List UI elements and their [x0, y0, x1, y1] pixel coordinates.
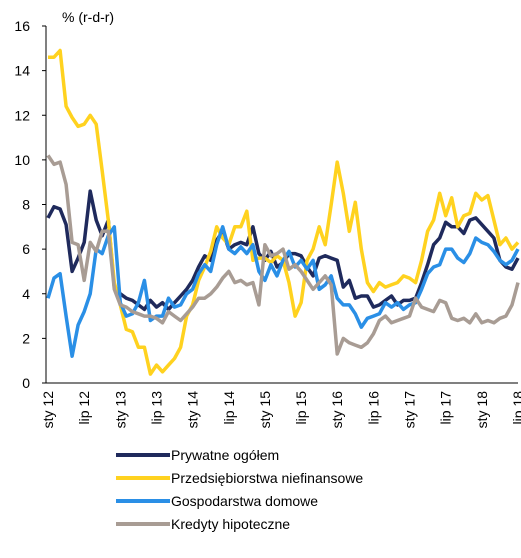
x-tick-label: lip 18 [510, 391, 521, 425]
legend-label: Kredyty hipoteczne [171, 516, 290, 532]
y-tick-label: 6 [22, 241, 30, 257]
y-tick-label: 14 [14, 63, 30, 79]
axis-annotation: % (r-d-r) [62, 9, 114, 25]
y-tick-label: 0 [22, 375, 30, 391]
x-tick-label: lip 13 [148, 391, 164, 425]
x-tick-label: lip 15 [293, 391, 309, 425]
y-tick-label: 16 [14, 18, 30, 34]
x-tick-label: sty 12 [40, 391, 56, 429]
x-tick-label: sty 13 [112, 391, 128, 429]
x-tick-label: sty 14 [185, 391, 201, 429]
series-line [46, 225, 520, 358]
x-tick-label: sty 18 [474, 391, 490, 429]
x-tick-label: lip 12 [76, 391, 92, 425]
x-tick-label: sty 15 [257, 391, 273, 429]
x-tick-label: lip 14 [221, 391, 237, 425]
y-tick-label: 2 [22, 330, 30, 346]
legend-label: Gospodarstwa domowe [171, 493, 318, 509]
legend-label: Prywatne ogółem [171, 447, 279, 463]
x-tick-label: sty 17 [402, 391, 418, 429]
y-tick-label: 10 [14, 152, 30, 168]
y-tick-label: 8 [22, 197, 30, 213]
x-tick-label: lip 17 [438, 391, 454, 425]
x-tick-label: sty 16 [329, 391, 345, 429]
y-tick-label: 4 [22, 286, 30, 302]
series-line [46, 154, 520, 356]
y-tick-label: 12 [14, 107, 30, 123]
series-line [48, 48, 520, 376]
legend-label: Przedsiębiorstwa niefinansowe [171, 470, 363, 486]
x-tick-label: lip 16 [365, 391, 381, 425]
